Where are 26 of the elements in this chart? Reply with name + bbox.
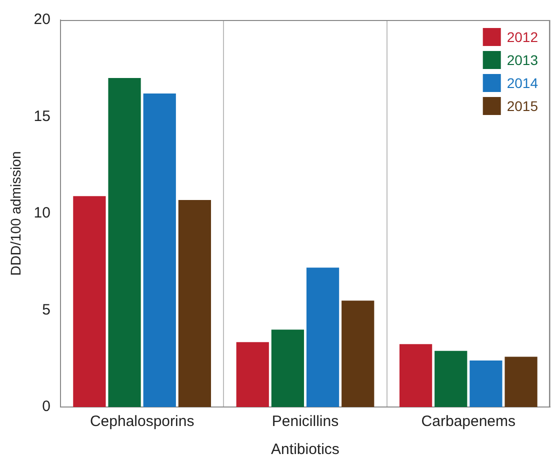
legend-label: 2015 <box>506 98 538 114</box>
bar <box>342 300 374 407</box>
bar <box>236 342 269 407</box>
bar <box>470 360 502 407</box>
bar <box>178 200 212 407</box>
legend-label: 2014 <box>506 74 538 91</box>
legend-label: 2013 <box>506 52 538 68</box>
bar <box>143 94 176 407</box>
y-tick-label: 10 <box>34 204 50 222</box>
y-tick-label: 5 <box>42 301 50 318</box>
bar <box>504 356 538 407</box>
bar <box>306 268 340 407</box>
x-tick-label: Carbapenems <box>421 413 516 430</box>
legend-label: 2012 <box>506 28 538 45</box>
y-tick-label: 20 <box>34 11 50 28</box>
x-axis-title: Antibiotics <box>271 441 340 458</box>
x-tick-label: Penicillins <box>272 413 339 430</box>
bar <box>108 78 141 407</box>
y-axis-title: DDD/100 admission <box>7 151 24 276</box>
x-tick-label: Cephalosporins <box>90 413 194 430</box>
y-tick-label: 15 <box>34 108 50 125</box>
bar <box>399 344 432 407</box>
bar <box>271 330 304 407</box>
y-tick-label: 0 <box>42 398 50 416</box>
bar <box>73 196 106 407</box>
bar <box>434 350 468 407</box>
